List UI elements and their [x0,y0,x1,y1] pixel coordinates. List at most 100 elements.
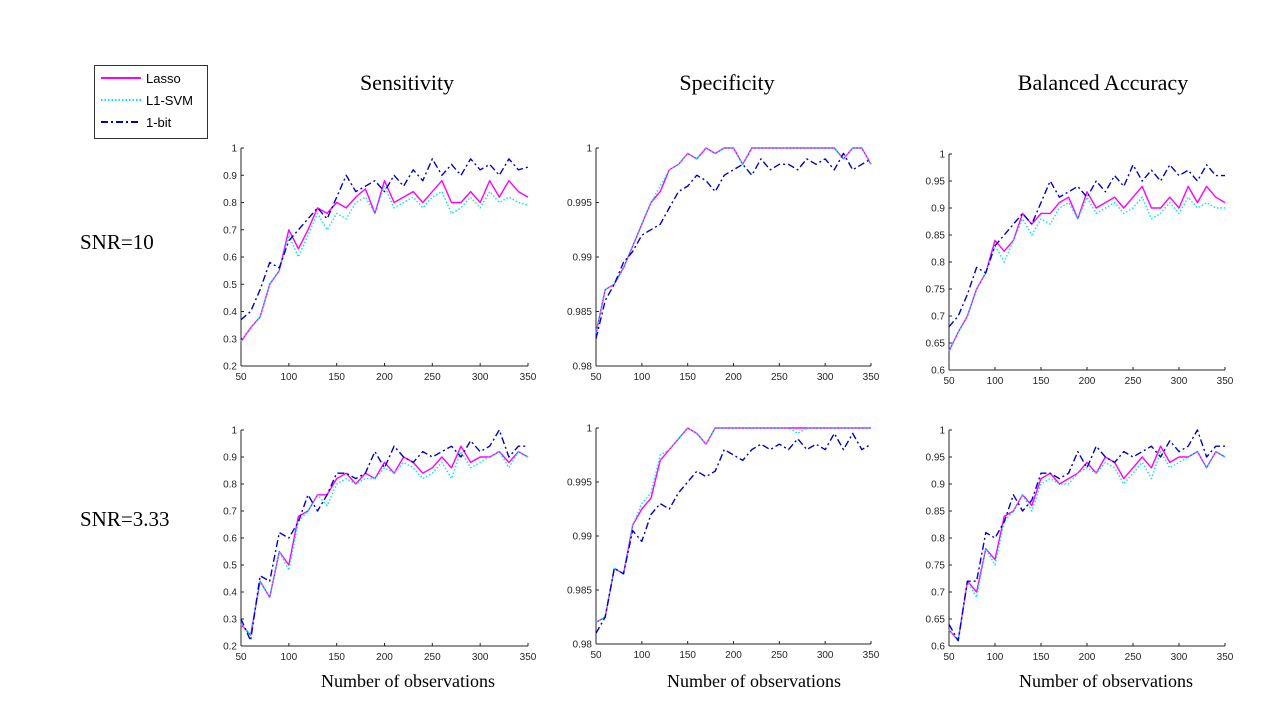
x-tick-label: 300 [1171,652,1188,663]
x-tick-label: 100 [633,650,650,661]
legend-item-l1-svm: L1-SVM [101,91,193,109]
legend-line-l1-svm [101,99,141,101]
series-line-l1-svm [595,427,871,624]
y-tick-label: 0.6 [223,253,237,264]
legend: Lasso L1-SVM 1-bit [94,65,208,139]
y-tick-label: 0.7 [931,312,945,323]
x-tick-label: 100 [987,376,1004,387]
y-tick-label: 1 [231,144,237,155]
legend-label: Lasso [146,70,181,86]
x-tick-label: 300 [817,372,834,383]
series-line-1-bit [240,158,529,321]
y-tick-label: 0.5 [223,561,237,572]
y-tick-label: 0.6 [931,366,945,377]
x-tick-label: 150 [1033,376,1050,387]
y-tick-label: 0.99 [573,532,593,543]
y-tick-label: 0.9 [931,480,945,491]
legend-label: L1-SVM [146,92,193,108]
x-tick-label: 100 [633,372,650,383]
y-tick-label: 0.4 [223,307,237,318]
x-tick-label: 350 [520,652,537,663]
column-title-specificity: Specificity [679,70,775,95]
x-tick-label: 250 [424,652,441,663]
column-title-sensitivity: Sensitivity [359,70,455,95]
x-tick-label: 200 [725,372,742,383]
y-tick-label: 0.85 [926,231,946,242]
y-tick-label: 0.5 [223,280,237,291]
y-tick-label: 0.65 [926,339,946,350]
chart-balanced-accuracy-snr3: 50 100 150 200 250 300 350 0.6 0.65 0.7 0.75 0.8 0.8… [926,426,1234,664]
x-axis-label: Number of observations [321,671,495,691]
chart-specificity-snr3: 50 100 150 200 250 300 350 0.98 0.985 0.99 0.995 1 [567,424,880,662]
legend-item-lasso: Lasso [101,69,181,87]
y-tick-label: 0.9 [223,453,237,464]
x-tick-label: 300 [472,652,489,663]
y-tick-label: 0.985 [567,586,592,597]
y-tick-label: 0.4 [223,588,237,599]
y-tick-label: 0.9 [223,171,237,182]
x-tick-label: 300 [1171,376,1188,387]
y-tick-label: 0.75 [926,561,946,572]
series-line-lasso [240,180,529,342]
row-title-snr-3-33: SNR=3.33 [80,507,170,531]
y-tick-label: 0.85 [926,507,946,518]
y-tick-label: 0.2 [223,362,237,373]
legend-line-1-bit [101,121,141,123]
y-tick-label: 1 [586,144,592,155]
chart-specificity-snr10: 50 100 150 200 250 300 350 0.98 0.985 0.99 0.995 1 [567,144,880,384]
x-tick-label: 150 [679,372,696,383]
x-tick-label: 150 [679,650,696,661]
x-tick-label: 50 [590,650,602,661]
x-tick-label: 350 [1217,652,1234,663]
x-tick-label: 150 [328,652,345,663]
series-line-l1-svm [595,147,872,334]
x-tick-label: 100 [987,652,1004,663]
y-tick-label: 0.7 [931,588,945,599]
y-tick-label: 0.995 [567,478,592,489]
x-tick-label: 200 [725,650,742,661]
y-tick-label: 0.8 [931,258,945,269]
y-tick-label: 0.985 [567,307,592,318]
x-tick-label: 350 [863,372,880,383]
y-tick-label: 0.8 [931,534,945,545]
series-line-1-bit [240,429,528,642]
x-tick-label: 50 [943,652,955,663]
plot-area [241,148,528,366]
x-tick-label: 250 [771,372,788,383]
series-line-1-bit [948,164,1225,328]
x-tick-label: 350 [1217,376,1234,387]
x-tick-label: 50 [235,652,247,663]
x-tick-label: 250 [771,650,788,661]
x-tick-label: 50 [590,372,602,383]
y-tick-label: 0.995 [567,198,592,209]
y-tick-label: 1 [939,150,945,161]
y-tick-label: 0.7 [223,507,237,518]
y-tick-label: 0.95 [926,453,946,464]
y-tick-label: 0.99 [573,253,593,264]
x-tick-label: 200 [376,372,393,383]
legend-label: 1-bit [146,114,172,130]
x-tick-label: 50 [943,376,955,387]
x-tick-label: 150 [328,372,345,383]
series-line-l1-svm [240,450,529,636]
y-tick-label: 0.6 [931,642,945,653]
column-title-balanced-accuracy: Balanced Accuracy [1017,70,1189,95]
x-tick-label: 300 [817,650,834,661]
y-tick-label: 1 [586,424,592,435]
series-line-lasso [240,445,529,636]
plot-area [949,154,1225,370]
x-tick-label: 250 [1125,376,1142,387]
series-line-lasso [948,185,1226,352]
x-tick-label: 200 [1079,376,1096,387]
series-line-l1-svm [948,196,1225,352]
y-tick-label: 0.98 [573,640,593,651]
x-tick-label: 200 [376,652,393,663]
x-tick-label: 250 [424,372,441,383]
y-tick-label: 1 [939,426,945,437]
y-tick-label: 0.98 [573,362,593,373]
y-tick-label: 0.9 [931,204,945,215]
series-line-1-bit [595,152,872,339]
y-tick-label: 0.8 [223,198,237,209]
series-line-l1-svm [240,185,529,342]
x-tick-label: 350 [863,650,880,661]
